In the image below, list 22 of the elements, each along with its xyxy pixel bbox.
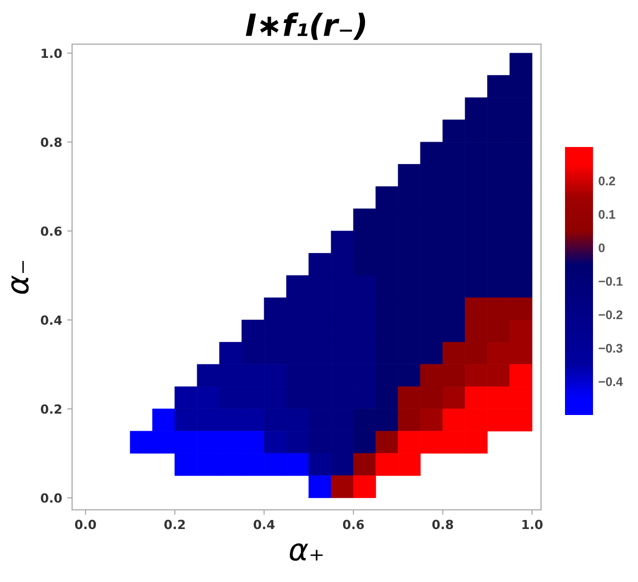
x-tick-label: 1.0: [522, 520, 543, 530]
x-tick-label: 0.0: [75, 520, 96, 530]
y-tick-label: 0.2: [40, 404, 62, 414]
color-bar-label: 0.1: [598, 210, 616, 219]
x-tick-label: 0.8: [432, 520, 454, 530]
y-axis-title: α₋: [11, 260, 29, 294]
color-bar-label: −0.1: [598, 276, 623, 286]
chart-title: I∗f₁(r₋): [246, 12, 366, 40]
y-tick-label: 0.4: [40, 315, 62, 325]
x-tick-label: 0.4: [254, 520, 275, 530]
y-tick-label: 1.0: [42, 48, 62, 58]
y-tick-label: 0.8: [40, 138, 62, 147]
color-bar-label: −0.2: [598, 310, 622, 320]
x-axis-title: α₊: [290, 543, 323, 561]
x-tick-label: 0.2: [164, 520, 185, 530]
y-tick-label: 0.6: [40, 226, 62, 236]
x-tick-label: 0.6: [342, 520, 364, 530]
color-bar-label: −0.3: [598, 344, 622, 353]
color-bar-label: 0.2: [598, 176, 616, 186]
color-bar-label: 0: [598, 243, 605, 252]
color-bar-label: −0.4: [598, 377, 623, 386]
y-tick-label: 0.0: [40, 493, 62, 503]
